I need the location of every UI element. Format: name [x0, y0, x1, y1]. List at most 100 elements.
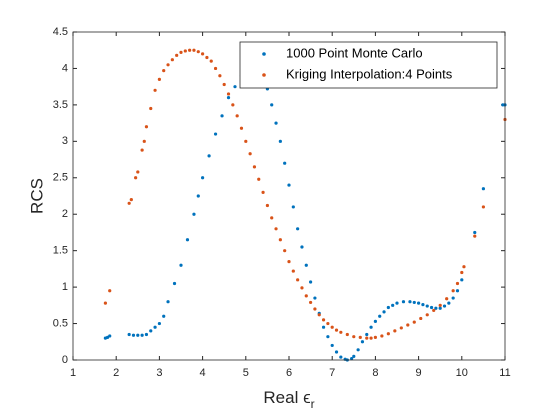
- point: [134, 176, 138, 180]
- point: [127, 332, 131, 337]
- x-axis-label-text: Real ϵ: [263, 388, 310, 407]
- point: [108, 334, 112, 338]
- x-tick-label: 11: [499, 367, 510, 379]
- point: [401, 300, 406, 304]
- point: [473, 234, 477, 238]
- point: [455, 289, 460, 293]
- point: [326, 335, 330, 339]
- point: [382, 310, 386, 314]
- point: [296, 278, 300, 282]
- point: [196, 194, 200, 198]
- x-tick-label: 4: [200, 367, 206, 379]
- point: [391, 303, 395, 307]
- point: [136, 333, 140, 337]
- legend-marker: [262, 52, 266, 56]
- point: [287, 260, 291, 264]
- point: [162, 314, 166, 318]
- point: [309, 280, 313, 284]
- point: [287, 183, 291, 187]
- point: [183, 49, 187, 53]
- point: [144, 332, 149, 337]
- x-tick-label: 10: [456, 367, 468, 379]
- point: [395, 301, 399, 305]
- point: [380, 334, 384, 338]
- point: [352, 354, 356, 358]
- point: [188, 48, 192, 52]
- point: [220, 114, 224, 118]
- point: [209, 59, 213, 63]
- y-tick-label: 4: [62, 62, 68, 74]
- point: [356, 348, 360, 352]
- point: [406, 323, 410, 327]
- point: [170, 58, 174, 62]
- axes-box: [72, 31, 506, 361]
- point: [274, 121, 278, 125]
- point: [172, 281, 177, 286]
- point: [369, 325, 373, 329]
- point: [321, 318, 326, 322]
- point: [365, 332, 369, 337]
- point: [278, 238, 282, 242]
- y-tick-label: 1.5: [53, 245, 68, 257]
- point: [309, 300, 313, 305]
- point: [149, 106, 153, 111]
- point: [429, 305, 434, 310]
- point: [300, 245, 304, 249]
- point: [412, 300, 416, 305]
- point: [291, 205, 295, 209]
- point: [192, 48, 196, 52]
- x-tick-label: 8: [372, 367, 378, 379]
- y-tick-label: 1: [62, 281, 68, 293]
- y-tick-label: 2.5: [53, 172, 68, 184]
- point: [278, 139, 282, 143]
- point: [201, 52, 205, 56]
- point: [373, 319, 377, 323]
- point: [226, 96, 231, 100]
- point: [162, 69, 166, 73]
- point: [373, 335, 377, 340]
- point: [317, 313, 321, 317]
- point: [313, 296, 317, 300]
- point: [201, 176, 205, 180]
- point: [445, 297, 449, 301]
- y-tick-label: 2: [62, 208, 68, 220]
- point: [304, 294, 308, 298]
- point: [144, 125, 149, 129]
- point: [196, 50, 200, 54]
- point: [386, 305, 390, 310]
- point: [339, 355, 343, 359]
- point: [218, 74, 222, 78]
- point: [419, 316, 423, 321]
- point: [207, 154, 211, 158]
- point: [239, 126, 244, 130]
- point: [179, 263, 183, 267]
- point: [153, 325, 157, 329]
- point: [330, 343, 334, 348]
- point: [451, 289, 455, 293]
- point: [460, 270, 464, 275]
- point: [213, 132, 218, 136]
- point: [473, 230, 477, 235]
- point: [447, 301, 451, 305]
- point: [425, 313, 429, 317]
- point: [103, 301, 107, 305]
- point: [386, 332, 390, 336]
- point: [185, 238, 190, 242]
- point: [108, 289, 112, 293]
- point: [460, 278, 464, 282]
- y-tick-label: 3.5: [53, 99, 68, 111]
- point: [261, 190, 265, 194]
- point: [369, 336, 373, 340]
- point: [352, 335, 356, 339]
- point: [321, 325, 326, 329]
- point: [438, 303, 442, 307]
- point: [330, 325, 334, 329]
- point: [127, 201, 131, 205]
- point: [442, 304, 447, 308]
- point: [175, 53, 179, 57]
- point: [345, 332, 349, 337]
- legend-box: [239, 41, 498, 89]
- point: [252, 165, 257, 169]
